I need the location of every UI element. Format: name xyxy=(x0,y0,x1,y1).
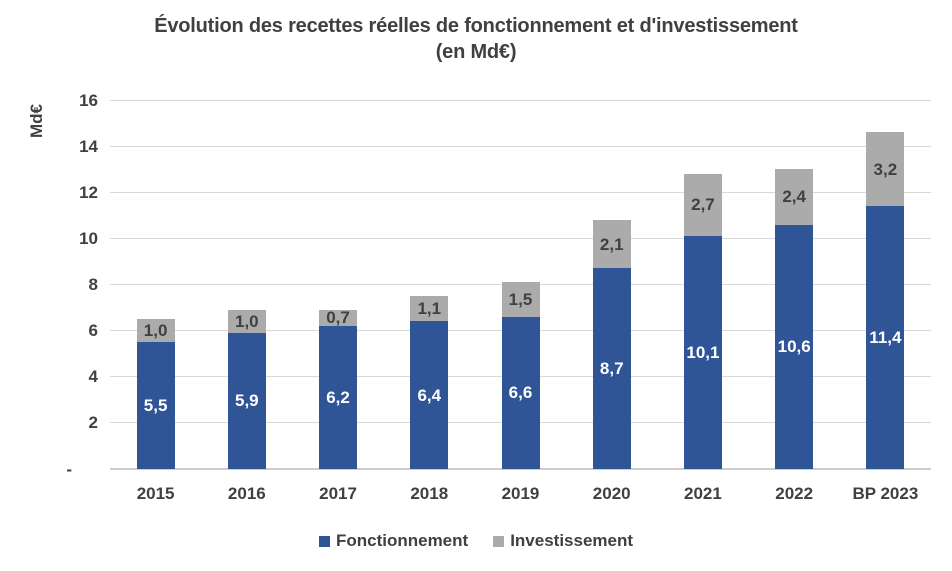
bar-value-label: 10,1 xyxy=(686,343,720,363)
y-tick-label: 14 xyxy=(79,136,98,156)
bar-segment-investissement: 2,4 xyxy=(775,169,814,225)
bar-value-label: 5,9 xyxy=(235,391,259,411)
legend-swatch xyxy=(318,535,330,547)
y-tick-label: 12 xyxy=(79,182,98,202)
bar-segment-fonctionnement: 10,6 xyxy=(775,224,814,469)
x-tick-label: 2019 xyxy=(501,484,540,503)
bar-value-label: 5,5 xyxy=(143,396,168,416)
x-tick-label: 2015 xyxy=(136,484,175,503)
bar-segment-investissement: 1,1 xyxy=(410,296,449,322)
y-tick-label: 4 xyxy=(88,367,98,387)
x-tick-label: 2022 xyxy=(775,484,814,503)
bar-segment-fonctionnement: 6,2 xyxy=(319,326,358,469)
bar-segment-investissement: 1,0 xyxy=(136,319,175,343)
legend-item-investissement: Investissement xyxy=(493,531,633,551)
legend-label: Fonctionnement xyxy=(335,531,469,550)
bar-segment-fonctionnement: 6,6 xyxy=(501,316,540,469)
bar-segment-fonctionnement: 5,9 xyxy=(227,332,266,469)
x-tick-label: 2021 xyxy=(684,484,722,503)
y-tick-label: 10 xyxy=(79,228,98,248)
y-tick-label: 6 xyxy=(88,321,98,341)
y-tick-label: 16 xyxy=(79,90,98,110)
bar-value-label: 2,4 xyxy=(782,187,806,207)
legend-item-fonctionnement: Fonctionnement xyxy=(318,531,469,551)
bar-segment-investissement: 0,7 xyxy=(319,308,358,328)
bar-segment-investissement: 2,7 xyxy=(683,173,722,237)
bar-value-label: 2,7 xyxy=(691,195,715,215)
bar-segment-fonctionnement: 8,7 xyxy=(592,268,631,469)
bar-segment-investissement: 1,0 xyxy=(227,309,266,333)
legend-swatch xyxy=(493,535,505,547)
bar-value-label: 1,1 xyxy=(417,299,442,319)
y-tick-label: - xyxy=(66,459,72,479)
bar-value-label: 1,5 xyxy=(508,289,533,309)
legend-label: Investissement xyxy=(510,531,634,550)
chart-title: Évolution des recettes réelles de foncti… xyxy=(0,13,952,65)
bar-value-label: 1,0 xyxy=(143,321,168,341)
x-tick-label: 2020 xyxy=(592,484,631,503)
bar-value-label: 3,2 xyxy=(873,159,898,179)
y-tick-label: 2 xyxy=(88,413,98,433)
bar-segment-fonctionnement: 10,1 xyxy=(683,236,722,469)
x-tick-label: 2017 xyxy=(319,484,357,503)
bar-segment-fonctionnement: 6,4 xyxy=(410,321,449,469)
x-tick-label: BP 2023 xyxy=(852,484,919,503)
chart-title-line1: Évolution des recettes réelles de foncti… xyxy=(154,15,798,37)
gridline xyxy=(110,99,931,101)
y-tick-label: 8 xyxy=(88,275,98,294)
legend: Fonctionnement Investissement xyxy=(0,531,952,551)
x-tick-label: 2018 xyxy=(410,484,449,503)
x-axis-line xyxy=(110,468,931,470)
bar-value-label: 2,1 xyxy=(599,234,624,254)
bar-segment-fonctionnement: 5,5 xyxy=(136,342,175,469)
bar-segment-fonctionnement: 11,4 xyxy=(866,206,905,469)
bar-segment-investissement: 1,5 xyxy=(501,282,540,317)
gridline xyxy=(110,145,931,147)
bar-value-label: 6,6 xyxy=(508,383,533,403)
gridline xyxy=(110,191,931,193)
bar-value-label: 0,7 xyxy=(326,308,350,328)
bar-value-label: 1,0 xyxy=(235,311,259,331)
bar-value-label: 10,6 xyxy=(777,337,811,357)
gridline xyxy=(110,237,931,239)
bar-segment-investissement: 2,1 xyxy=(592,219,631,269)
x-tick-label: 2016 xyxy=(227,484,266,503)
bar-value-label: 8,7 xyxy=(599,359,624,379)
bar-segment-investissement: 3,2 xyxy=(866,132,905,207)
chart-title-line2: (en Md€) xyxy=(435,41,517,63)
bar-value-label: 11,4 xyxy=(869,328,902,348)
bar-value-label: 6,2 xyxy=(326,387,350,407)
bar-value-label: 6,4 xyxy=(417,385,442,405)
